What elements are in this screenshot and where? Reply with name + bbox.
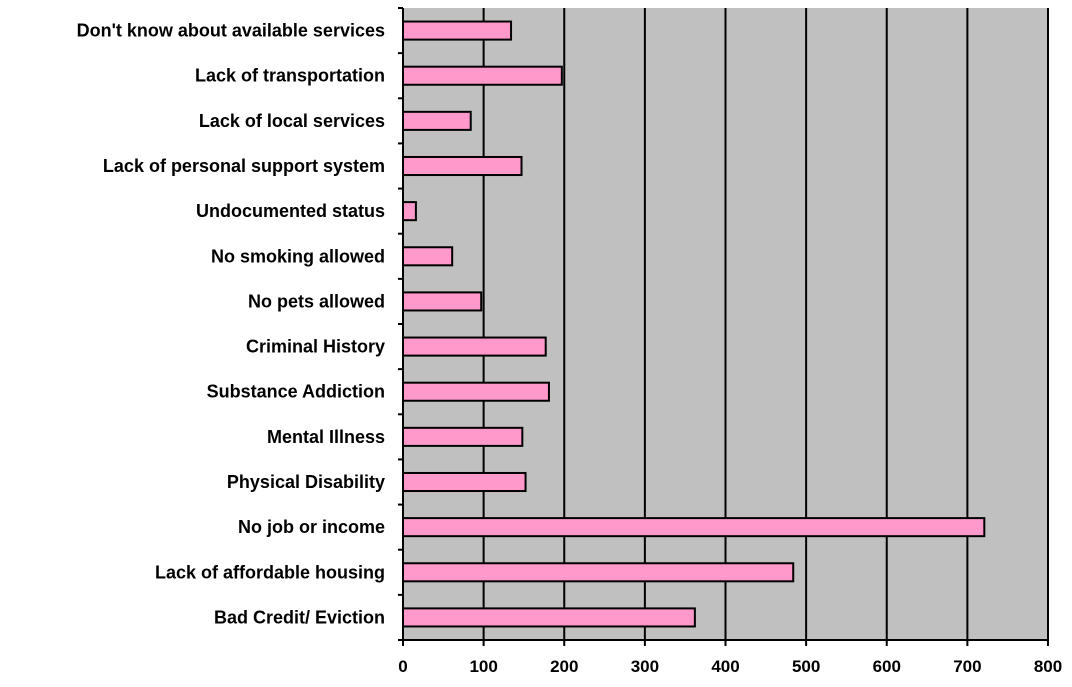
category-label: Don't know about available services <box>77 21 385 41</box>
category-label: Undocumented status <box>196 201 385 221</box>
bars <box>402 20 986 628</box>
x-tick-label: 500 <box>792 657 820 676</box>
category-label: Lack of affordable housing <box>155 562 385 582</box>
x-tick-label: 100 <box>469 657 497 676</box>
category-label: Substance Addiction <box>207 382 385 402</box>
bar-9 <box>402 381 550 402</box>
category-label: Lack of local services <box>199 111 385 131</box>
category-label: Mental Illness <box>267 427 385 447</box>
axes <box>398 7 1049 646</box>
bar-10 <box>402 426 524 447</box>
bar-12 <box>402 517 986 538</box>
x-tick-label: 400 <box>711 657 739 676</box>
x-tick-label: 600 <box>873 657 901 676</box>
bar-1 <box>402 20 513 41</box>
x-tick-label: 0 <box>398 657 407 676</box>
category-label: Lack of personal support system <box>103 156 385 176</box>
bar-7 <box>402 291 483 312</box>
category-label: No smoking allowed <box>211 246 385 266</box>
category-label: No job or income <box>238 517 385 537</box>
x-tick-label: 200 <box>550 657 578 676</box>
bar-4 <box>402 155 523 177</box>
category-label: Bad Credit/ Eviction <box>214 607 385 627</box>
category-labels: Don't know about available services Lack … <box>77 21 385 628</box>
category-label: Lack of transportation <box>195 66 385 86</box>
bar-2 <box>402 65 563 86</box>
x-tick-label: 700 <box>953 657 981 676</box>
bar-6 <box>402 246 454 267</box>
x-tick-label: 800 <box>1034 657 1062 676</box>
bar-14 <box>402 607 696 628</box>
bar-13 <box>402 562 795 583</box>
bar-5 <box>402 201 417 222</box>
bar-11 <box>402 471 527 493</box>
tick-labels: 0 100 200 300 400 500 600 700 800 <box>398 657 1062 676</box>
x-tick-label: 300 <box>631 657 659 676</box>
category-label: Criminal History <box>246 337 385 357</box>
category-label: No pets allowed <box>248 291 385 311</box>
category-label: Physical Disability <box>227 472 385 492</box>
bar-8 <box>402 336 547 357</box>
bar-3 <box>402 110 472 131</box>
